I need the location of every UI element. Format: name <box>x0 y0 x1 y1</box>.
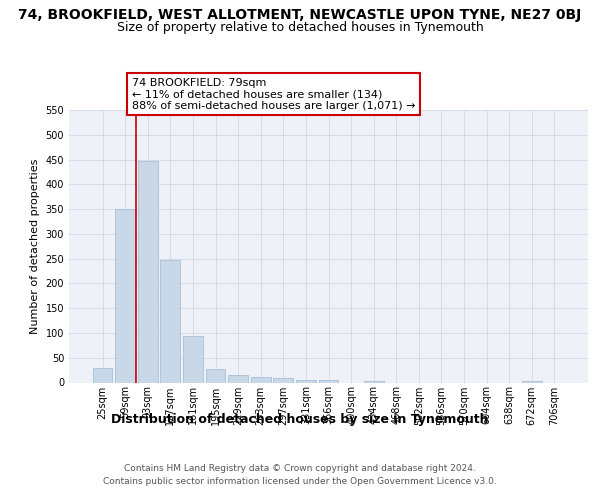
Text: Size of property relative to detached houses in Tynemouth: Size of property relative to detached ho… <box>116 21 484 34</box>
Text: 74 BROOKFIELD: 79sqm
← 11% of detached houses are smaller (134)
88% of semi-deta: 74 BROOKFIELD: 79sqm ← 11% of detached h… <box>132 78 415 111</box>
Bar <box>251 376 271 382</box>
Bar <box>160 260 180 382</box>
Text: Contains public sector information licensed under the Open Government Licence v3: Contains public sector information licen… <box>103 477 497 486</box>
Text: Distribution of detached houses by size in Tynemouth: Distribution of detached houses by size … <box>111 412 489 426</box>
Text: 74, BROOKFIELD, WEST ALLOTMENT, NEWCASTLE UPON TYNE, NE27 0BJ: 74, BROOKFIELD, WEST ALLOTMENT, NEWCASTL… <box>19 8 581 22</box>
Bar <box>228 375 248 382</box>
Y-axis label: Number of detached properties: Number of detached properties <box>30 158 40 334</box>
Bar <box>364 380 383 382</box>
Bar <box>138 160 158 382</box>
Bar <box>319 380 338 382</box>
Bar <box>296 380 316 382</box>
Bar <box>92 368 112 382</box>
Text: Contains HM Land Registry data © Crown copyright and database right 2024.: Contains HM Land Registry data © Crown c… <box>124 464 476 473</box>
Bar <box>183 336 203 382</box>
Bar <box>274 378 293 382</box>
Bar <box>206 369 226 382</box>
Bar <box>522 380 542 382</box>
Bar <box>115 209 135 382</box>
